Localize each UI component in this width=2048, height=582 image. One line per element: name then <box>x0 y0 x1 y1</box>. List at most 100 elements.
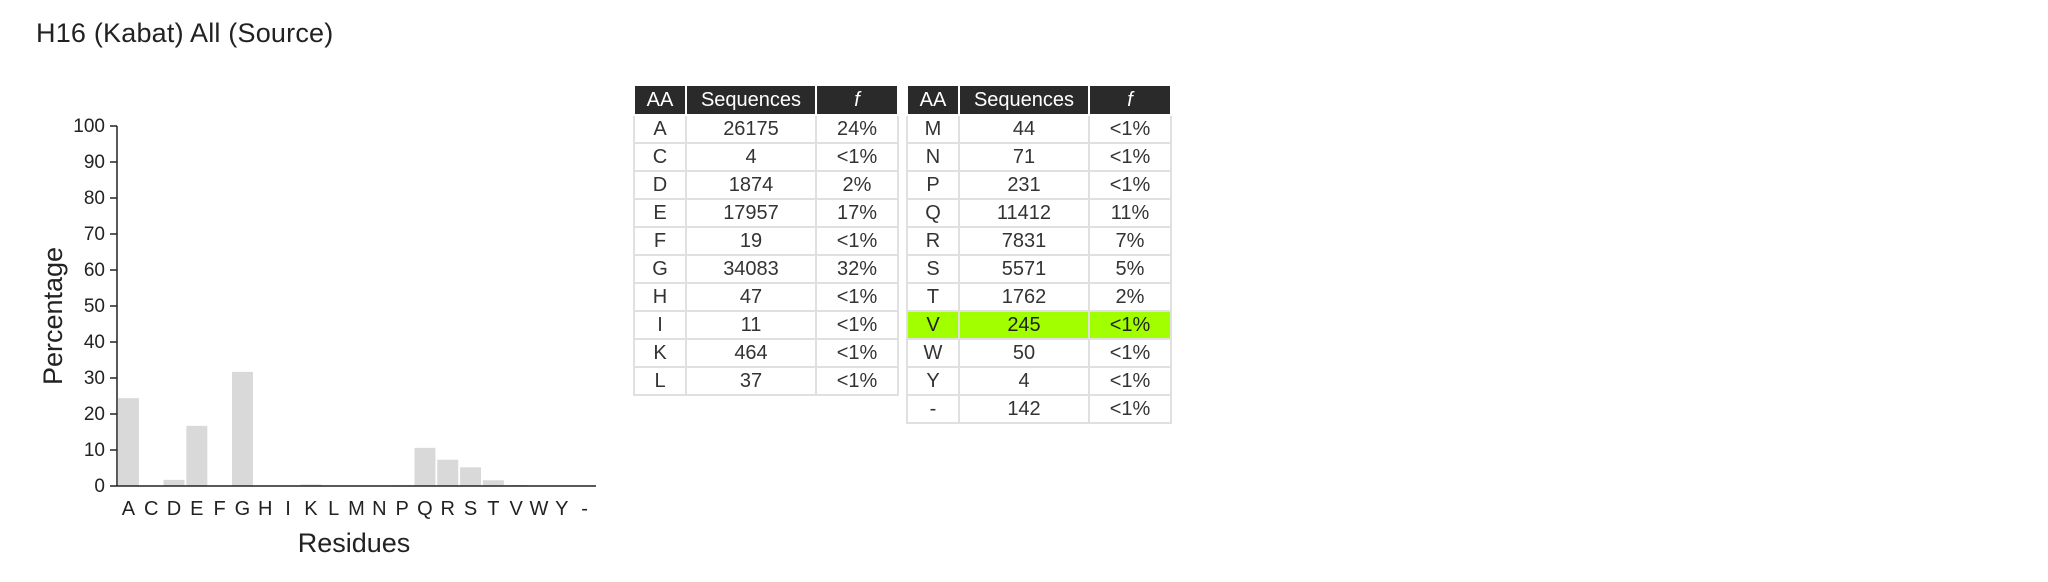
cell-f: <1% <box>1088 366 1172 396</box>
cell-f: <1% <box>815 338 899 368</box>
cell-aa: Y <box>906 366 960 396</box>
x-tick-label: H <box>258 498 272 520</box>
residue-table-right: AA Sequences f M 44 <1% N 71 <1% P 231 <1% Q 11412… <box>906 84 1172 424</box>
cell-f: <1% <box>1088 310 1172 340</box>
cell-f: <1% <box>815 226 899 256</box>
x-tick-label: K <box>304 498 318 520</box>
cell-f: <1% <box>1088 170 1172 200</box>
cell-aa: C <box>633 142 687 172</box>
cell-f: <1% <box>815 366 899 396</box>
cell-f: 5% <box>1088 254 1172 284</box>
table-row: T 1762 2% <box>906 282 1172 312</box>
header-sequences: Sequences <box>685 84 817 116</box>
table-row: W 50 <1% <box>906 338 1172 368</box>
x-tick-label: V <box>509 498 523 520</box>
y-tick-label: 60 <box>84 260 105 281</box>
y-axis-label: Percentage <box>38 247 68 385</box>
table-header-row: AA Sequences f <box>633 84 899 116</box>
x-tick-label: P <box>395 498 408 520</box>
bar-G <box>231 371 253 486</box>
x-tick-label: F <box>214 498 226 520</box>
cell-sequences: 37 <box>685 366 817 396</box>
cell-f: <1% <box>1088 114 1172 144</box>
y-tick-label: 30 <box>84 368 105 389</box>
cell-aa: V <box>906 310 960 340</box>
cell-sequences: 17957 <box>685 198 817 228</box>
table-row: M 44 <1% <box>906 114 1172 144</box>
bar-Q <box>414 447 436 486</box>
cell-sequences: 4 <box>958 366 1090 396</box>
x-tick-label: R <box>441 498 455 520</box>
table-row: P 231 <1% <box>906 170 1172 200</box>
cell-f: <1% <box>1088 142 1172 172</box>
header-sequences: Sequences <box>958 84 1090 116</box>
cell-sequences: 50 <box>958 338 1090 368</box>
x-axis-label: Residues <box>298 528 411 558</box>
cell-sequences: 71 <box>958 142 1090 172</box>
table-row: V 245 <1% <box>906 310 1172 340</box>
table-row: A 26175 24% <box>633 114 899 144</box>
cell-f: 7% <box>1088 226 1172 256</box>
cell-sequences: 231 <box>958 170 1090 200</box>
table-row: K 464 <1% <box>633 338 899 368</box>
cell-aa: D <box>633 170 687 200</box>
cell-sequences: 19 <box>685 226 817 256</box>
x-tick-label: N <box>372 498 386 520</box>
cell-aa: I <box>633 310 687 340</box>
x-tick-label: Q <box>417 498 433 520</box>
cell-f: <1% <box>815 282 899 312</box>
table-row: Q 11412 11% <box>906 198 1172 228</box>
table-row: E 17957 17% <box>633 198 899 228</box>
header-aa: AA <box>633 84 687 116</box>
cell-aa: A <box>633 114 687 144</box>
x-tick-label: Y <box>555 498 568 520</box>
x-tick-label: - <box>581 498 588 520</box>
x-tick-label: I <box>285 498 291 520</box>
y-tick-label: 20 <box>84 404 105 425</box>
cell-aa: L <box>633 366 687 396</box>
cell-sequences: 1874 <box>685 170 817 200</box>
cell-aa: E <box>633 198 687 228</box>
cell-sequences: 7831 <box>958 226 1090 256</box>
x-tick-label: L <box>328 498 339 520</box>
y-tick-label: 70 <box>84 224 105 245</box>
cell-aa: K <box>633 338 687 368</box>
cell-f: 17% <box>815 198 899 228</box>
cell-aa: S <box>906 254 960 284</box>
table-row: S 5571 5% <box>906 254 1172 284</box>
y-tick-label: 90 <box>84 152 105 173</box>
cell-aa: G <box>633 254 687 284</box>
cell-aa: Q <box>906 198 960 228</box>
cell-sequences: 245 <box>958 310 1090 340</box>
x-tick-label: T <box>487 498 499 520</box>
y-tick-label: 0 <box>94 476 105 497</box>
y-tick-label: 40 <box>84 332 105 353</box>
cell-f: <1% <box>1088 338 1172 368</box>
x-tick-label: D <box>167 498 181 520</box>
bar-R <box>437 459 459 486</box>
cell-sequences: 26175 <box>685 114 817 144</box>
cell-aa: T <box>906 282 960 312</box>
bar-T <box>482 480 504 486</box>
cell-f: 2% <box>1088 282 1172 312</box>
table-header-row: AA Sequences f <box>906 84 1172 116</box>
table-row: F 19 <1% <box>633 226 899 256</box>
table-row: Y 4 <1% <box>906 366 1172 396</box>
cell-sequences: 47 <box>685 282 817 312</box>
bars <box>117 371 596 486</box>
table-row: I 11 <1% <box>633 310 899 340</box>
cell-f: 32% <box>815 254 899 284</box>
table-row: H 47 <1% <box>633 282 899 312</box>
cell-aa: N <box>906 142 960 172</box>
residue-table-left: AA Sequences f A 26175 24% C 4 <1% D 1874 2% E 179… <box>633 84 899 396</box>
y-axis: 0 10 20 30 40 50 60 70 80 90 100 <box>73 116 118 497</box>
header-f: f <box>1088 84 1172 116</box>
cell-f: 11% <box>1088 198 1172 228</box>
table-row: R 7831 7% <box>906 226 1172 256</box>
cell-sequences: 44 <box>958 114 1090 144</box>
bar-E <box>186 425 208 486</box>
table-row: N 71 <1% <box>906 142 1172 172</box>
bar-S <box>460 467 482 486</box>
cell-sequences: 11 <box>685 310 817 340</box>
x-tick-label: G <box>235 498 251 520</box>
